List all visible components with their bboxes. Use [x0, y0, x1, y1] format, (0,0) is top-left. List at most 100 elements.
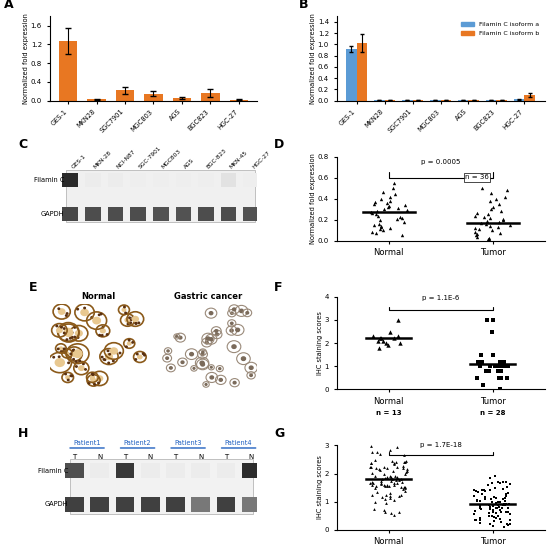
- Point: [487, 498, 496, 507]
- Point: [480, 212, 488, 221]
- Point: [370, 221, 378, 229]
- Text: Patient2: Patient2: [124, 440, 151, 446]
- Text: N: N: [249, 454, 254, 460]
- Point: [367, 478, 376, 486]
- Point: [377, 222, 386, 230]
- Point: [386, 494, 394, 502]
- Point: [389, 184, 398, 193]
- Point: [376, 334, 384, 343]
- Point: [399, 485, 408, 494]
- Point: [500, 357, 509, 366]
- Point: [397, 491, 405, 500]
- Point: [485, 236, 494, 245]
- Point: [472, 232, 481, 241]
- Point: [498, 477, 507, 486]
- Point: [486, 505, 494, 513]
- Bar: [221, 174, 236, 187]
- Point: [493, 478, 502, 486]
- Point: [477, 486, 486, 495]
- Point: [380, 506, 389, 514]
- Bar: [85, 207, 101, 221]
- Point: [384, 201, 393, 210]
- Bar: [514, 99, 524, 100]
- Point: [398, 462, 407, 471]
- Bar: [87, 99, 106, 100]
- Bar: [130, 207, 146, 221]
- Point: [470, 211, 479, 220]
- Point: [379, 470, 388, 478]
- Point: [381, 481, 389, 490]
- Point: [501, 507, 510, 516]
- Point: [492, 513, 500, 522]
- Point: [397, 474, 406, 483]
- Point: [402, 468, 411, 477]
- Point: [498, 504, 507, 513]
- Bar: [141, 463, 160, 478]
- Bar: [166, 497, 185, 512]
- Point: [493, 501, 502, 509]
- Bar: [175, 174, 191, 187]
- Point: [399, 451, 408, 460]
- Point: [486, 485, 494, 494]
- Point: [366, 459, 375, 467]
- Bar: [144, 93, 163, 100]
- Point: [392, 214, 401, 223]
- Point: [499, 214, 508, 223]
- Text: p = 1.7E-18: p = 1.7E-18: [420, 442, 461, 448]
- Point: [402, 456, 410, 465]
- Point: [480, 486, 488, 495]
- Point: [482, 219, 491, 228]
- Point: [372, 447, 381, 456]
- Bar: [356, 43, 367, 100]
- Bar: [116, 497, 134, 512]
- Point: [498, 485, 507, 494]
- Point: [485, 235, 493, 244]
- Point: [395, 339, 404, 347]
- Point: [379, 481, 388, 490]
- Text: AGS: AGS: [183, 158, 196, 170]
- Text: p = 1.1E-6: p = 1.1E-6: [422, 295, 459, 301]
- Point: [499, 499, 508, 508]
- Point: [490, 513, 498, 521]
- Point: [486, 189, 495, 198]
- Point: [504, 508, 513, 517]
- Point: [506, 221, 515, 229]
- Bar: [70, 459, 254, 514]
- Point: [502, 520, 511, 529]
- Y-axis label: Normalized fold expression: Normalized fold expression: [310, 13, 316, 104]
- Point: [488, 226, 497, 235]
- Point: [383, 341, 392, 350]
- Point: [502, 492, 510, 501]
- Point: [402, 467, 411, 476]
- Point: [376, 449, 384, 458]
- Point: [367, 208, 376, 217]
- Point: [488, 351, 497, 359]
- Point: [497, 373, 505, 382]
- Text: Patient4: Patient4: [225, 440, 252, 446]
- Point: [492, 500, 500, 508]
- Bar: [130, 174, 146, 187]
- Point: [471, 516, 480, 525]
- Text: A: A: [4, 0, 13, 11]
- Point: [398, 478, 406, 487]
- Point: [389, 460, 398, 468]
- Point: [486, 222, 495, 230]
- Point: [381, 473, 389, 482]
- Point: [378, 492, 387, 501]
- Point: [475, 514, 484, 523]
- Point: [471, 487, 480, 496]
- Point: [384, 482, 393, 491]
- Bar: [65, 463, 84, 478]
- Point: [474, 225, 483, 234]
- Point: [496, 514, 504, 523]
- Bar: [191, 463, 210, 478]
- Point: [372, 210, 381, 219]
- Point: [470, 491, 478, 500]
- Bar: [63, 174, 78, 187]
- Point: [400, 458, 409, 467]
- Text: T: T: [173, 454, 178, 460]
- Point: [502, 489, 510, 498]
- Point: [503, 186, 512, 194]
- Point: [367, 209, 376, 218]
- Point: [388, 456, 397, 465]
